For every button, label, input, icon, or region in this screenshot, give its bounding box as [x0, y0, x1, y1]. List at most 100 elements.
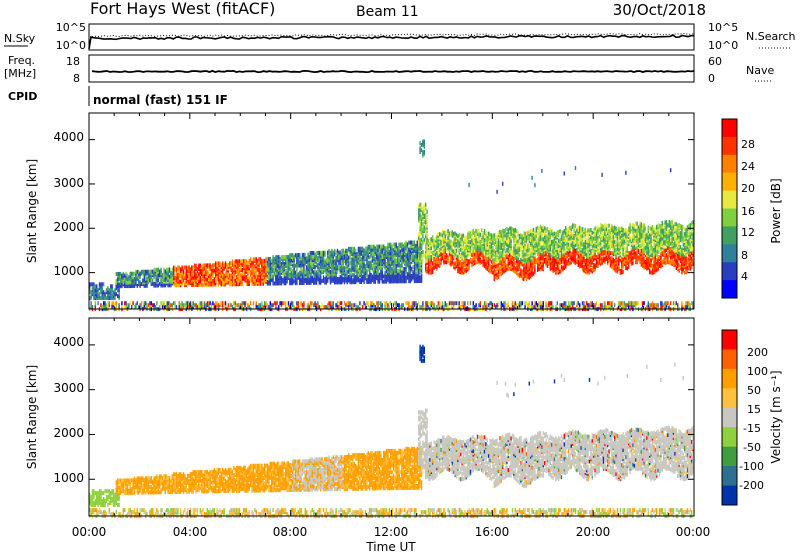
scatter-cell	[357, 246, 360, 251]
scatter-cell	[422, 222, 424, 226]
scatter-cell	[251, 276, 253, 281]
scatter-cell	[192, 265, 194, 270]
scatter-cell	[283, 255, 285, 259]
scatter-cell	[359, 250, 361, 255]
scatter-cell	[413, 254, 416, 259]
scatter-cell	[280, 301, 283, 306]
scatter-cell	[500, 251, 502, 256]
scatter-cell	[397, 303, 399, 308]
scatter-cell	[440, 257, 442, 262]
scatter-cell	[482, 262, 484, 267]
scatter-cell	[440, 232, 442, 237]
scatter-cell	[300, 256, 302, 261]
scatter-cell	[412, 265, 414, 270]
scatter-cell	[201, 265, 203, 270]
scatter-cell	[332, 301, 334, 306]
scatter-cell	[115, 279, 117, 283]
scatter-cell	[297, 253, 299, 257]
scatter-cell	[272, 278, 274, 282]
nsky-tick-top: 10^5	[56, 21, 86, 34]
scatter-cell	[220, 277, 222, 282]
scatter-cell	[371, 244, 374, 249]
scatter-cell	[460, 247, 462, 252]
scatter-cell	[411, 305, 413, 310]
scatter-cell	[461, 261, 463, 266]
scatter-cell	[194, 303, 196, 308]
scatter-cell	[413, 244, 416, 248]
scatter-cell	[503, 265, 505, 270]
scatter-cell	[426, 209, 428, 214]
scatter-cell	[345, 269, 347, 274]
scatter-cell	[408, 247, 410, 252]
scatter-cell	[469, 301, 472, 306]
scatter-cell	[234, 305, 236, 310]
scatter-cell	[282, 277, 284, 282]
scatter-cell	[489, 301, 491, 306]
scatter-cell	[499, 266, 501, 271]
scatter-cell	[329, 275, 332, 280]
scatter-cell	[478, 228, 480, 233]
scatter-cell	[524, 252, 526, 257]
scatter-cell	[381, 258, 383, 263]
scatter-cell	[486, 303, 488, 308]
scatter-cell	[343, 250, 346, 255]
scatter-cell	[513, 251, 515, 256]
scatter-cell	[357, 267, 360, 272]
scatter-cell	[373, 267, 375, 272]
scatter-cell	[290, 301, 292, 306]
scatter-cell	[252, 257, 255, 262]
scatter-cell	[250, 269, 252, 274]
scatter-cell	[563, 264, 565, 269]
scatter-cell	[460, 270, 462, 275]
scatter-cell	[362, 274, 364, 279]
scatter-cell	[311, 263, 313, 268]
scatter-cell	[467, 301, 469, 306]
scatter-cell	[418, 236, 420, 240]
scatter-cell	[121, 273, 123, 278]
scatter-cell	[419, 150, 421, 154]
scatter-cell	[308, 251, 311, 256]
scatter-cell	[537, 225, 539, 230]
scatter-cell	[234, 301, 236, 306]
scatter-cell	[520, 301, 522, 306]
scatter-cell	[531, 259, 533, 264]
scatter-cell	[455, 243, 458, 248]
scatter-cell	[304, 252, 306, 257]
scatter-cell	[90, 301, 92, 306]
scatter-cell	[391, 267, 393, 272]
scatter-cell	[203, 263, 206, 268]
scatter-cell	[296, 253, 298, 257]
scatter-cell	[279, 256, 281, 261]
scatter-cell	[458, 301, 460, 306]
scatter-cell	[523, 231, 525, 236]
scatter-cell	[276, 260, 278, 265]
scatter-cell	[483, 229, 486, 234]
scatter-cell	[303, 268, 305, 273]
scatter-cell	[441, 247, 444, 252]
scatter-cell	[371, 255, 374, 260]
scatter-cell	[243, 271, 245, 276]
scatter-cell	[335, 259, 337, 264]
scatter-cell	[527, 260, 529, 265]
scatter-cell	[397, 277, 399, 282]
scatter-cell	[496, 258, 498, 263]
scatter-cell	[433, 239, 435, 244]
scatter-cell	[301, 268, 304, 273]
scatter-cell	[404, 242, 406, 247]
scatter-cell	[322, 261, 325, 266]
scatter-cell	[280, 255, 283, 260]
scatter-cell	[516, 303, 518, 308]
scatter-cell	[549, 235, 551, 240]
scatter-cell	[371, 264, 374, 268]
scatter-cell	[395, 301, 397, 306]
scatter-cell	[525, 235, 528, 239]
scatter-cell	[111, 284, 113, 289]
scatter-cell	[488, 266, 490, 271]
scatter-cell	[317, 305, 319, 310]
scatter-cell	[161, 301, 164, 306]
scatter-cell	[352, 278, 354, 283]
scatter-cell	[423, 150, 425, 154]
scatter-cell	[504, 247, 507, 252]
scatter-cell	[518, 247, 521, 252]
scatter-cell	[356, 259, 358, 263]
